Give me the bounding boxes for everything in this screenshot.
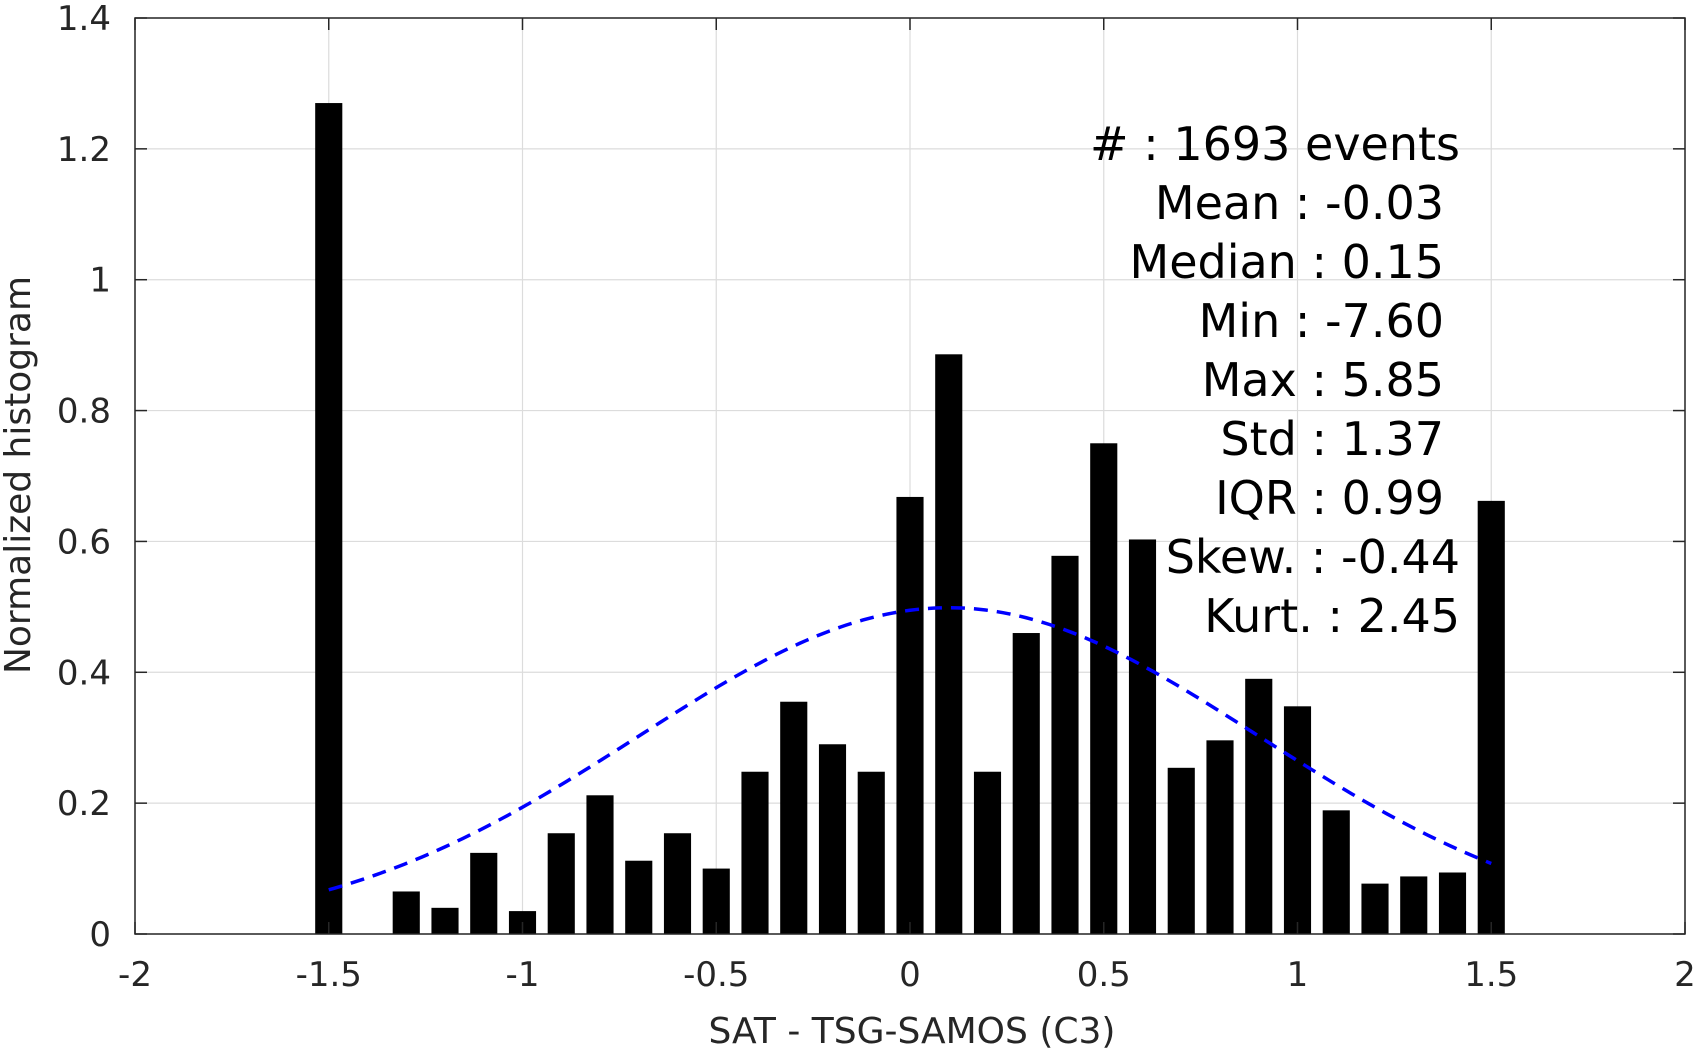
stat-row: # : 1693 events: [1090, 117, 1460, 171]
histogram-bar: [1477, 500, 1505, 934]
stat-value: : 2.45: [1327, 589, 1460, 643]
y-tick-label: 0.6: [57, 522, 111, 562]
histogram-bar: [1400, 876, 1428, 934]
histogram-bar: [1283, 706, 1312, 934]
stat-label: Median: [1130, 235, 1312, 289]
stat-value: : 5.85: [1311, 353, 1444, 407]
stat-label: Max: [1202, 353, 1312, 407]
y-tick-label: 1.4: [57, 0, 111, 39]
stat-label: Std: [1220, 412, 1311, 466]
histogram-bar: [973, 771, 1002, 934]
stat-value: : 0.15: [1311, 235, 1444, 289]
stat-value: : -7.60: [1295, 294, 1444, 348]
y-tick-label: 0: [89, 915, 111, 955]
x-tick-label: 1.5: [1464, 955, 1518, 995]
x-axis-label: SAT - TSG-SAMOS (C3): [709, 1011, 1116, 1052]
histogram-bar: [663, 833, 692, 934]
stat-label: Min: [1199, 294, 1295, 348]
histogram-bar: [1128, 539, 1157, 934]
y-tick-label: 0.4: [57, 653, 111, 693]
histogram-bar: [1090, 443, 1118, 934]
stat-value: : 0.99: [1311, 471, 1444, 525]
axis-ticks: [134, 17, 1686, 935]
x-tick-label: -0.5: [683, 955, 749, 995]
normal-fit-curve: [328, 605, 1492, 892]
y-tick-labels: 0 0.2 0.4 0.6 0.8 1 1.2 1.4: [57, 0, 111, 955]
histogram-bar: [470, 852, 498, 934]
stat-label: #: [1090, 117, 1143, 171]
stat-value: : -0.03: [1295, 176, 1444, 230]
stat-row: Kurt. : 2.45: [1204, 589, 1460, 643]
stat-row: Mean : -0.03: [1155, 176, 1444, 230]
stat-row: Median : 0.15: [1130, 235, 1444, 289]
stat-label: Kurt.: [1204, 589, 1327, 643]
histogram-bar: [741, 771, 769, 934]
histogram-bar: [1012, 633, 1040, 934]
stat-row: IQR : 0.99: [1215, 471, 1444, 525]
histogram-bar: [1206, 740, 1234, 934]
histogram-bar: [1438, 872, 1467, 934]
y-axis-label: Normalized histogram: [0, 276, 39, 674]
x-tick-label: 0: [899, 955, 921, 995]
x-tick-label: 1: [1287, 955, 1309, 995]
x-tick-label: 2: [1674, 955, 1696, 995]
stat-label: IQR: [1215, 471, 1311, 525]
histogram-bar: [625, 860, 653, 934]
histogram-bar: [315, 103, 343, 935]
histogram-bar: [1167, 767, 1195, 934]
histogram-bar: [818, 744, 847, 934]
histogram-bar: [392, 891, 420, 934]
stat-value: : -0.44: [1311, 530, 1460, 584]
histogram-bar: [935, 354, 963, 934]
stat-row: Std : 1.37: [1220, 412, 1444, 466]
stat-row: Skew. : -0.44: [1166, 530, 1460, 584]
x-tick-label: -1: [506, 955, 540, 995]
histogram-bar: [586, 795, 614, 934]
histogram-bar: [780, 701, 808, 934]
y-tick-label: 1: [89, 261, 111, 301]
histogram-bar: [1361, 883, 1389, 934]
stat-label: Skew.: [1166, 530, 1311, 584]
histogram-bars: [315, 103, 1505, 935]
histogram-bar: [1051, 555, 1079, 934]
x-tick-label: -2: [118, 955, 152, 995]
histogram-bar: [1245, 678, 1273, 934]
stat-row: Min : -7.60: [1199, 294, 1444, 348]
stat-row: Max : 5.85: [1202, 353, 1444, 407]
y-tick-label: 0.8: [57, 392, 111, 432]
stat-label: Mean: [1155, 176, 1295, 230]
x-tick-label: 0.5: [1077, 955, 1131, 995]
stat-value: : 1.37: [1311, 412, 1444, 466]
y-tick-label: 1.2: [57, 130, 111, 170]
stat-value: : 1693 events: [1143, 117, 1460, 171]
histogram-bar: [1322, 810, 1350, 934]
x-tick-label: -1.5: [296, 955, 362, 995]
histogram-bar: [431, 907, 459, 934]
histogram-bar: [857, 771, 885, 934]
histogram-bar: [547, 833, 575, 934]
x-tick-labels: -2 -1.5 -1 -0.5 0 0.5 1 1.5 2: [118, 955, 1696, 995]
histogram-bar: [896, 496, 924, 934]
y-tick-label: 0.2: [57, 784, 111, 824]
